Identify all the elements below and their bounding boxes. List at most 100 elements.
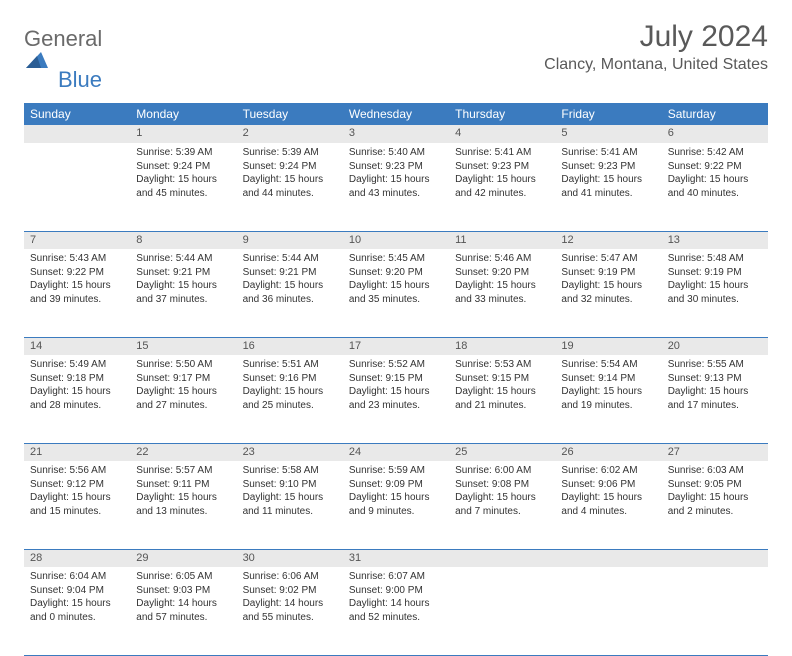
page-header: General Blue July 2024 Clancy, Montana, … bbox=[24, 20, 768, 93]
day-line-d1: Daylight: 15 hours bbox=[668, 173, 762, 187]
day-number-cell bbox=[449, 549, 555, 567]
day-line-d2: and 43 minutes. bbox=[349, 187, 443, 201]
day-number-cell: 3 bbox=[343, 125, 449, 143]
day-cell: Sunrise: 5:56 AMSunset: 9:12 PMDaylight:… bbox=[24, 461, 130, 549]
day-line-d1: Daylight: 15 hours bbox=[30, 385, 124, 399]
day-line-d1: Daylight: 15 hours bbox=[30, 597, 124, 611]
day-line-d2: and 39 minutes. bbox=[30, 293, 124, 307]
week-row: Sunrise: 5:56 AMSunset: 9:12 PMDaylight:… bbox=[24, 461, 768, 549]
day-number-cell: 20 bbox=[662, 337, 768, 355]
day-number-cell: 12 bbox=[555, 231, 661, 249]
day-line-d2: and 2 minutes. bbox=[668, 505, 762, 519]
day-cell: Sunrise: 5:44 AMSunset: 9:21 PMDaylight:… bbox=[130, 249, 236, 337]
day-line-sr: Sunrise: 5:59 AM bbox=[349, 464, 443, 478]
day-line-d1: Daylight: 15 hours bbox=[349, 385, 443, 399]
day-number-cell: 15 bbox=[130, 337, 236, 355]
day-line-ss: Sunset: 9:08 PM bbox=[455, 478, 549, 492]
day-cell: Sunrise: 6:06 AMSunset: 9:02 PMDaylight:… bbox=[237, 567, 343, 655]
title-block: July 2024 Clancy, Montana, United States bbox=[544, 20, 768, 74]
day-line-d1: Daylight: 15 hours bbox=[561, 173, 655, 187]
day-line-ss: Sunset: 9:20 PM bbox=[455, 266, 549, 280]
day-number-cell bbox=[662, 549, 768, 567]
day-cell-body: Sunrise: 5:47 AMSunset: 9:19 PMDaylight:… bbox=[555, 249, 661, 312]
day-number-cell: 18 bbox=[449, 337, 555, 355]
day-cell: Sunrise: 5:48 AMSunset: 9:19 PMDaylight:… bbox=[662, 249, 768, 337]
day-line-d1: Daylight: 15 hours bbox=[455, 491, 549, 505]
day-line-ss: Sunset: 9:15 PM bbox=[349, 372, 443, 386]
day-line-d2: and 42 minutes. bbox=[455, 187, 549, 201]
day-number-cell: 30 bbox=[237, 549, 343, 567]
day-line-ss: Sunset: 9:04 PM bbox=[30, 584, 124, 598]
day-line-d2: and 13 minutes. bbox=[136, 505, 230, 519]
day-line-ss: Sunset: 9:20 PM bbox=[349, 266, 443, 280]
day-cell: Sunrise: 6:07 AMSunset: 9:00 PMDaylight:… bbox=[343, 567, 449, 655]
day-line-d2: and 41 minutes. bbox=[561, 187, 655, 201]
day-line-d1: Daylight: 15 hours bbox=[561, 491, 655, 505]
day-cell-body: Sunrise: 5:57 AMSunset: 9:11 PMDaylight:… bbox=[130, 461, 236, 524]
day-line-ss: Sunset: 9:19 PM bbox=[668, 266, 762, 280]
day-line-d2: and 32 minutes. bbox=[561, 293, 655, 307]
day-number-cell: 6 bbox=[662, 125, 768, 143]
day-cell-body: Sunrise: 5:44 AMSunset: 9:21 PMDaylight:… bbox=[130, 249, 236, 312]
logo-text-general: General bbox=[24, 26, 102, 52]
day-number-cell: 23 bbox=[237, 443, 343, 461]
day-line-sr: Sunrise: 5:57 AM bbox=[136, 464, 230, 478]
day-cell-body: Sunrise: 5:39 AMSunset: 9:24 PMDaylight:… bbox=[130, 143, 236, 206]
day-cell-body: Sunrise: 5:51 AMSunset: 9:16 PMDaylight:… bbox=[237, 355, 343, 418]
day-cell bbox=[24, 143, 130, 231]
daynum-row: 14151617181920 bbox=[24, 337, 768, 355]
day-cell: Sunrise: 5:59 AMSunset: 9:09 PMDaylight:… bbox=[343, 461, 449, 549]
day-line-ss: Sunset: 9:23 PM bbox=[561, 160, 655, 174]
day-line-sr: Sunrise: 6:06 AM bbox=[243, 570, 337, 584]
weekday-header: Saturday bbox=[662, 103, 768, 125]
day-cell: Sunrise: 5:46 AMSunset: 9:20 PMDaylight:… bbox=[449, 249, 555, 337]
day-line-sr: Sunrise: 6:02 AM bbox=[561, 464, 655, 478]
day-line-d2: and 25 minutes. bbox=[243, 399, 337, 413]
day-cell-body: Sunrise: 5:41 AMSunset: 9:23 PMDaylight:… bbox=[449, 143, 555, 206]
daynum-row: 21222324252627 bbox=[24, 443, 768, 461]
day-number-cell: 2 bbox=[237, 125, 343, 143]
day-line-sr: Sunrise: 6:05 AM bbox=[136, 570, 230, 584]
day-line-sr: Sunrise: 5:55 AM bbox=[668, 358, 762, 372]
day-cell: Sunrise: 6:00 AMSunset: 9:08 PMDaylight:… bbox=[449, 461, 555, 549]
day-cell: Sunrise: 5:50 AMSunset: 9:17 PMDaylight:… bbox=[130, 355, 236, 443]
logo-triangle-icon bbox=[26, 52, 48, 73]
day-cell: Sunrise: 5:39 AMSunset: 9:24 PMDaylight:… bbox=[237, 143, 343, 231]
day-line-ss: Sunset: 9:22 PM bbox=[668, 160, 762, 174]
day-line-ss: Sunset: 9:24 PM bbox=[243, 160, 337, 174]
day-cell-body: Sunrise: 6:04 AMSunset: 9:04 PMDaylight:… bbox=[24, 567, 130, 630]
week-row: Sunrise: 5:43 AMSunset: 9:22 PMDaylight:… bbox=[24, 249, 768, 337]
day-line-d1: Daylight: 15 hours bbox=[455, 173, 549, 187]
day-cell-body: Sunrise: 5:48 AMSunset: 9:19 PMDaylight:… bbox=[662, 249, 768, 312]
day-line-d1: Daylight: 15 hours bbox=[136, 279, 230, 293]
day-cell: Sunrise: 5:49 AMSunset: 9:18 PMDaylight:… bbox=[24, 355, 130, 443]
day-line-ss: Sunset: 9:21 PM bbox=[136, 266, 230, 280]
day-line-ss: Sunset: 9:16 PM bbox=[243, 372, 337, 386]
day-line-d2: and 33 minutes. bbox=[455, 293, 549, 307]
day-line-d2: and 19 minutes. bbox=[561, 399, 655, 413]
day-cell-body: Sunrise: 5:53 AMSunset: 9:15 PMDaylight:… bbox=[449, 355, 555, 418]
day-line-ss: Sunset: 9:02 PM bbox=[243, 584, 337, 598]
day-line-ss: Sunset: 9:23 PM bbox=[455, 160, 549, 174]
day-cell-body: Sunrise: 6:00 AMSunset: 9:08 PMDaylight:… bbox=[449, 461, 555, 524]
day-line-d1: Daylight: 15 hours bbox=[349, 279, 443, 293]
day-line-d1: Daylight: 15 hours bbox=[455, 279, 549, 293]
day-line-d2: and 0 minutes. bbox=[30, 611, 124, 625]
day-cell bbox=[662, 567, 768, 655]
day-line-sr: Sunrise: 5:54 AM bbox=[561, 358, 655, 372]
day-cell: Sunrise: 6:02 AMSunset: 9:06 PMDaylight:… bbox=[555, 461, 661, 549]
day-number-cell: 8 bbox=[130, 231, 236, 249]
day-line-d2: and 4 minutes. bbox=[561, 505, 655, 519]
day-cell-body: Sunrise: 5:45 AMSunset: 9:20 PMDaylight:… bbox=[343, 249, 449, 312]
day-cell-body: Sunrise: 5:39 AMSunset: 9:24 PMDaylight:… bbox=[237, 143, 343, 206]
day-line-d2: and 57 minutes. bbox=[136, 611, 230, 625]
weekday-header: Tuesday bbox=[237, 103, 343, 125]
day-number-cell: 27 bbox=[662, 443, 768, 461]
day-cell: Sunrise: 5:41 AMSunset: 9:23 PMDaylight:… bbox=[449, 143, 555, 231]
day-cell: Sunrise: 5:47 AMSunset: 9:19 PMDaylight:… bbox=[555, 249, 661, 337]
day-number-cell: 1 bbox=[130, 125, 236, 143]
day-cell: Sunrise: 6:05 AMSunset: 9:03 PMDaylight:… bbox=[130, 567, 236, 655]
day-cell bbox=[449, 567, 555, 655]
day-line-d2: and 28 minutes. bbox=[30, 399, 124, 413]
day-cell: Sunrise: 5:51 AMSunset: 9:16 PMDaylight:… bbox=[237, 355, 343, 443]
